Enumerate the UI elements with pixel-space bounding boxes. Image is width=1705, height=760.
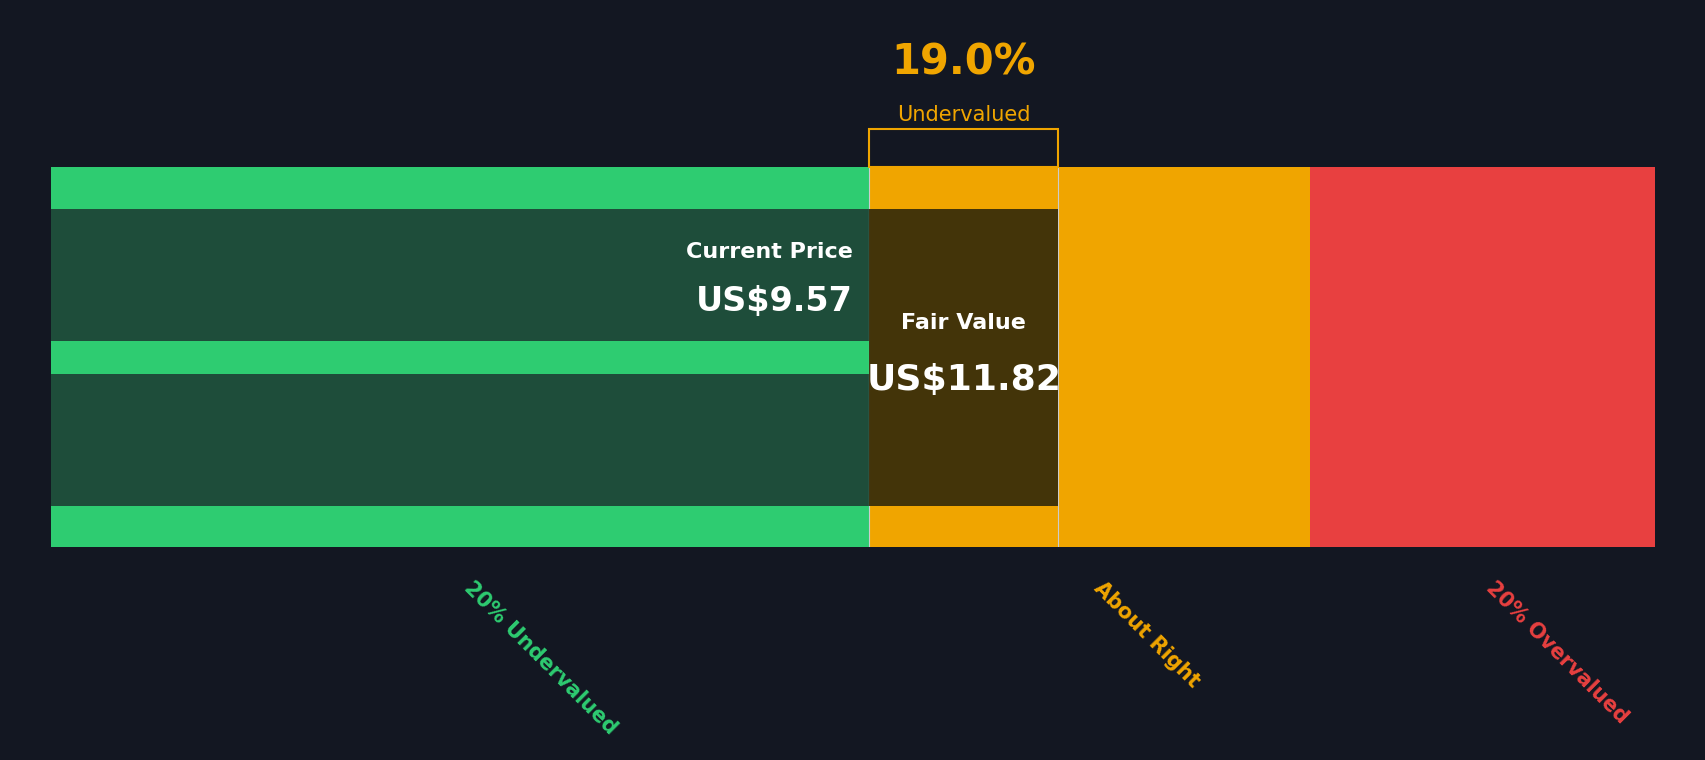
Text: 20% Undervalued: 20% Undervalued (460, 578, 621, 738)
Text: About Right: About Right (1089, 578, 1202, 691)
Text: Undervalued: Undervalued (897, 106, 1030, 125)
Bar (51, 374, 868, 506)
Text: US$9.57: US$9.57 (696, 285, 852, 318)
Text: Current Price: Current Price (685, 242, 852, 261)
Text: Fair Value: Fair Value (900, 313, 1025, 333)
Text: 20% Overvalued: 20% Overvalued (1482, 578, 1632, 727)
Bar (51, 167, 868, 208)
Bar (51, 506, 868, 547)
Bar (1309, 167, 1654, 547)
Text: 19.0%: 19.0% (892, 42, 1035, 84)
Bar (868, 208, 1057, 506)
Text: US$11.82: US$11.82 (866, 363, 1061, 397)
Bar (51, 340, 868, 374)
Bar (51, 208, 868, 340)
Bar (868, 167, 1309, 547)
